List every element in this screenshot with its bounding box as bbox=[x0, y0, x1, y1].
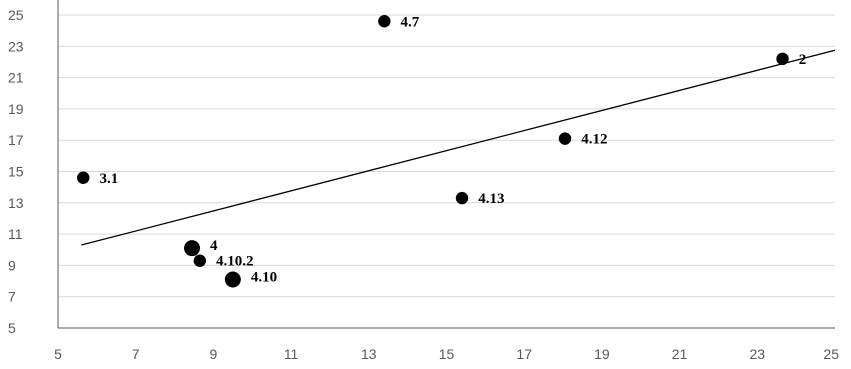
y-tick-label: 11 bbox=[8, 226, 23, 242]
y-tick-label: 5 bbox=[8, 320, 16, 336]
data-point bbox=[378, 15, 391, 28]
x-tick-label: 21 bbox=[672, 346, 688, 362]
y-tick-label: 7 bbox=[8, 289, 16, 305]
grid-lines bbox=[58, 14, 835, 298]
x-tick-label: 25 bbox=[823, 346, 839, 362]
x-tick-label: 23 bbox=[750, 346, 766, 362]
y-tick-label: 15 bbox=[8, 164, 24, 180]
point-label: 4.13 bbox=[478, 191, 504, 207]
point-label: 4 bbox=[210, 238, 218, 254]
trendline-group bbox=[81, 49, 836, 246]
y-tick-label: 17 bbox=[8, 132, 24, 148]
x-tick-label: 7 bbox=[132, 346, 140, 362]
data-point bbox=[224, 271, 241, 288]
y-tick-label: 21 bbox=[8, 70, 24, 86]
data-points bbox=[77, 15, 789, 288]
x-tick-label: 9 bbox=[210, 346, 218, 362]
point-label: 3.1 bbox=[99, 171, 118, 187]
data-point bbox=[193, 254, 207, 267]
x-tick-label: 11 bbox=[284, 346, 299, 362]
x-tick-label: 13 bbox=[361, 346, 377, 362]
tick-labels: 5 7 9 11 13 15 17 19 21 23 25 5 7 9 11 13 15 17 19 21 23 25 bbox=[8, 7, 839, 362]
point-label: 4.10.2 bbox=[216, 254, 254, 270]
y-tick-label: 25 bbox=[8, 7, 24, 23]
x-tick-label: 19 bbox=[594, 346, 610, 362]
point-label: 4.7 bbox=[401, 14, 420, 30]
x-tick-label: 5 bbox=[54, 346, 62, 362]
axes bbox=[57, 0, 835, 329]
y-tick-label: 9 bbox=[8, 257, 16, 273]
point-label: 2 bbox=[799, 52, 807, 68]
x-tick-label: 15 bbox=[439, 346, 455, 362]
data-point bbox=[455, 191, 469, 205]
x-tick-label: 17 bbox=[516, 346, 532, 362]
point-labels: 4.7 2 4.12 3.1 4.13 44.10.24.10 bbox=[99, 14, 806, 285]
y-tick-label: 19 bbox=[8, 101, 24, 117]
point-label: 4.12 bbox=[581, 132, 607, 148]
data-point bbox=[184, 240, 201, 257]
y-tick-label: 23 bbox=[8, 38, 24, 54]
data-point bbox=[776, 52, 789, 66]
point-label: 4.10 bbox=[251, 269, 277, 285]
data-point bbox=[558, 132, 572, 145]
trendline bbox=[81, 49, 836, 246]
y-tick-label: 13 bbox=[8, 195, 24, 211]
data-point bbox=[77, 171, 90, 184]
